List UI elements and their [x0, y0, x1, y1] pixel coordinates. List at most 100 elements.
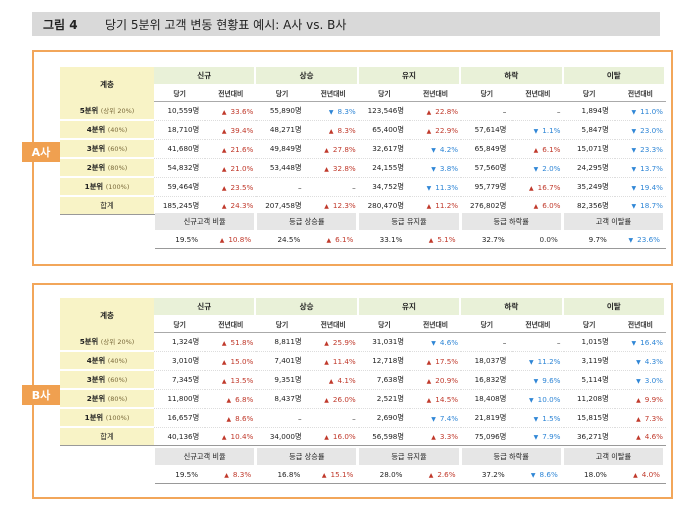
change-value: 39.4%	[230, 125, 254, 135]
up-arrow-icon: ▲	[324, 203, 329, 210]
rate-header: 등급 유지율	[359, 213, 462, 230]
segment-header: 신규	[154, 298, 257, 315]
row-label: 4분위 (40%)	[60, 121, 155, 140]
change-value: –	[352, 182, 356, 192]
down-arrow-icon: ▼	[431, 415, 436, 423]
change-value: 11.2%	[537, 356, 561, 366]
change-value: 1.5%	[542, 413, 561, 423]
yoy-change: ▼ 19.4%	[614, 178, 666, 197]
up-arrow-icon: ▲	[221, 127, 227, 135]
change-value: 16.4%	[640, 337, 663, 347]
total-row: 합계 40,136명 ▲ 10.4% 34,000명 ▲ 16.0% 56,598명 ▲ 3.3%…	[60, 428, 666, 446]
current-value: 12,718명	[358, 352, 410, 371]
change-value: 16.0%	[332, 432, 356, 441]
current-value: 11,208명	[563, 390, 615, 409]
row-label-sub: (40%)	[107, 125, 128, 134]
change-value: 0.0%	[539, 234, 558, 244]
segment-header-row: 계층 신규 상승 유지 하락 이탈	[60, 298, 666, 333]
row-label: 2분위 (80%)	[60, 390, 155, 409]
up-arrow-icon: ▲	[221, 339, 227, 347]
current-value: –	[256, 178, 308, 197]
change-value: 14.5%	[435, 394, 459, 404]
rate-value: 28.0%	[359, 465, 411, 484]
sub-header-current: 당기	[461, 315, 513, 333]
up-arrow-icon: ▲	[221, 203, 227, 210]
up-arrow-icon: ▲	[633, 471, 638, 479]
current-value: 24,155명	[358, 159, 410, 178]
rate-header: 등급 하락률	[461, 213, 564, 230]
segment-header: 이탈	[563, 67, 666, 84]
sub-header-current: 당기	[154, 84, 206, 102]
yoy-change: ▼ 13.7%	[614, 159, 666, 178]
yoy-change: ▼ 3.8%	[409, 159, 462, 178]
up-arrow-icon: ▲	[636, 396, 641, 404]
change-value: 13.5%	[230, 375, 254, 385]
row-label-main: 합계	[100, 431, 114, 441]
change-value: 24.3%	[230, 201, 254, 210]
change-value: 19.4%	[640, 182, 663, 192]
yoy-change: ▲ 25.9%	[307, 333, 359, 352]
current-value: 34,000명	[256, 428, 308, 446]
sub-header-current: 당기	[154, 315, 206, 333]
down-arrow-icon: ▼	[628, 236, 634, 244]
current-value: 10,559명	[154, 102, 206, 121]
table-row: 3분위 (60%) 7,345명 ▲ 13.5% 9,351명 ▲ 4.1% 7,638명 ▲ 2…	[60, 371, 666, 390]
yoy-change: ▲ 27.8%	[307, 140, 359, 159]
table-row: 3분위 (60%) 41,680명 ▲ 21.6% 49,849명 ▲ 27.8% 32,61…	[60, 140, 666, 159]
current-value: 55,890명	[256, 102, 308, 121]
rate-table: 신규고객 비율 등급 상승률 등급 유지율 등급 하락률 고객 이탈률 19.5% ▲ 8.3…	[155, 448, 666, 484]
current-value: 65,849명	[461, 140, 513, 159]
current-value: 40,136명	[154, 428, 206, 446]
current-value: –	[256, 409, 308, 428]
rate-change: ▲ 6.1%	[308, 230, 360, 249]
segment-table: 계층 신규 상승 유지 하락 이탈 당기 전년대비 당기 전년대비 당기 전년대비 당기 전년대비 당기 전년…	[60, 298, 666, 446]
rate-header: 등급 상승률	[257, 213, 360, 230]
yoy-change: ▲ 22.8%	[409, 102, 462, 121]
current-value: 2,690명	[358, 409, 410, 428]
change-value: 3.8%	[439, 163, 459, 173]
down-arrow-icon: ▼	[631, 146, 637, 154]
change-value: 8.3%	[337, 106, 356, 116]
rate-header: 신규고객 비율	[155, 213, 258, 230]
segment-header: 상승	[256, 298, 359, 315]
change-value: 3.3%	[439, 432, 459, 441]
yoy-change: ▲ 22.9%	[409, 121, 462, 140]
yoy-change: ▲ 32.8%	[307, 159, 359, 178]
change-value: 13.7%	[640, 163, 663, 173]
current-value: 54,832명	[154, 159, 206, 178]
rate-value: 32.7%	[461, 230, 513, 249]
row-label-sub: (60%)	[107, 144, 128, 153]
row-label-main: 합계	[100, 200, 114, 210]
change-value: 23.3%	[640, 144, 663, 154]
change-value: 23.5%	[230, 182, 254, 192]
change-value: 10.4%	[230, 432, 254, 441]
rate-change: ▼ 8.6%	[512, 465, 564, 484]
current-value: 9,351명	[256, 371, 308, 390]
change-value: 11.4%	[332, 356, 356, 366]
up-arrow-icon: ▲	[428, 236, 434, 244]
change-value: 12.3%	[332, 201, 356, 210]
current-value: 95,779명	[461, 178, 513, 197]
current-value: 56,598명	[358, 428, 410, 446]
current-value: 75,096명	[461, 428, 513, 446]
change-value: 6.1%	[542, 144, 561, 154]
yoy-change: ▲ 10.4%	[205, 428, 257, 446]
yoy-change: ▼ 7.9%	[512, 428, 564, 446]
up-arrow-icon: ▲	[324, 146, 329, 154]
rate-header-row: 신규고객 비율 등급 상승률 등급 유지율 등급 하락률 고객 이탈률	[155, 213, 666, 230]
segment-header: 유지	[358, 67, 462, 84]
segment-header: 이탈	[563, 298, 666, 315]
row-label: 3분위 (60%)	[60, 371, 155, 390]
up-arrow-icon: ▲	[431, 434, 436, 441]
change-value: 4.1%	[337, 375, 356, 385]
change-value: 33.6%	[230, 106, 254, 116]
row-label-main: 3분위	[86, 143, 106, 153]
down-arrow-icon: ▼	[533, 415, 539, 423]
yoy-change: ▼ 9.6%	[512, 371, 564, 390]
sub-header-row: 당기 전년대비 당기 전년대비 당기 전년대비 당기 전년대비 당기 전년대비	[60, 315, 666, 333]
yoy-change: ▲ 16.7%	[512, 178, 564, 197]
change-value: 20.9%	[435, 375, 459, 385]
down-arrow-icon: ▼	[631, 165, 637, 173]
change-value: 26.0%	[332, 394, 356, 404]
row-label-main: 2분위	[86, 162, 106, 172]
